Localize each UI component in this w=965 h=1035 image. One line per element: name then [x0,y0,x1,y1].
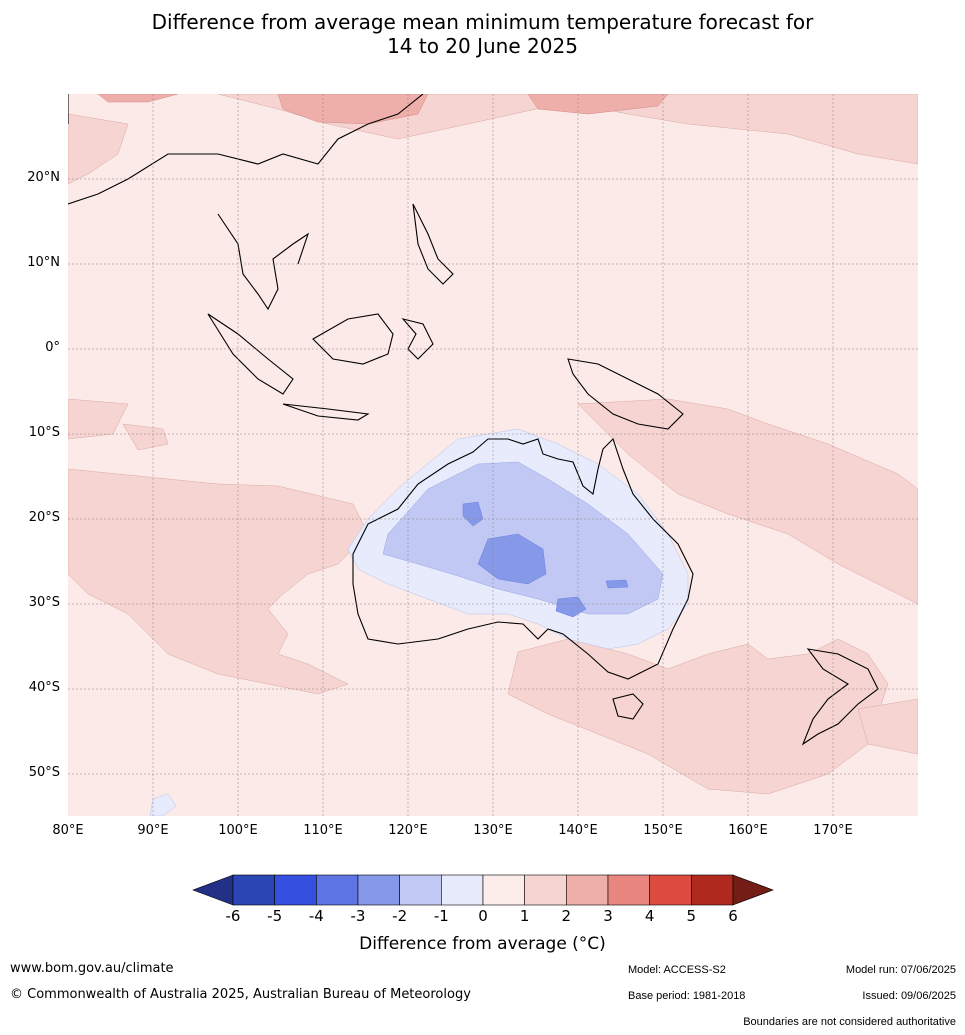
lon-label-130e: 130°E [473,823,513,838]
base-period: Base period: 1981-2018 [628,990,746,1002]
bom-url: www.bom.gov.au/climate [10,961,174,976]
new-guinea-coastline [567,358,684,430]
colorbar-segment [607,874,650,906]
lat-label-20s: 20°S [28,510,60,525]
boundaries-disclaimer: Boundaries are not considered authoritat… [743,1016,956,1028]
anomaly-region-minus3-to-minus2-south [555,596,587,618]
colorbar-segment [566,874,609,906]
lon-label-160e: 160°E [728,823,768,838]
java-coastline [282,403,370,421]
colorbar-tick-label: -4 [308,907,324,925]
colorbar-segment [399,874,442,906]
anomaly-region-minus3-to-minus2-east [605,579,629,589]
lon-label-80e: 80°E [52,823,84,838]
colorbar-segment [274,874,317,906]
colorbar-tick-label: -1 [433,907,449,925]
colorbar-extend-low [192,874,234,906]
lat-label-30s: 30°S [28,595,60,610]
lon-label-150e: 150°E [643,823,683,838]
lon-label-90e: 90°E [137,823,169,838]
anomaly-region-pacific-north [527,94,669,115]
colorbar-tick-label: 3 [603,907,613,925]
map-title-line1: Difference from average mean minimum tem… [151,10,814,34]
colorbar-segment [232,874,275,906]
colorbar-tick-label: -3 [350,907,366,925]
model-run-date: Model run: 07/06/2025 [845,964,956,976]
colorbar-segment [649,874,692,906]
colorbar-tick-label: 0 [478,907,488,925]
anomaly-region-minus3-to-minus2-pilbara [462,501,484,527]
lon-label-140e: 140°E [558,823,598,838]
anomaly-region-minus3-to-minus2-central [477,533,547,585]
new-zealand-coastline [801,648,879,746]
lat-label-10s: 10°S [28,425,60,440]
copyright-text: © Commonwealth of Australia 2025, Austra… [10,987,471,1002]
anomaly-region-tasman-east [857,698,918,755]
philippines-coastline [412,203,454,285]
lon-label-170e: 170°E [813,823,853,838]
colorbar-segment [357,874,400,906]
colorbar [192,874,774,906]
lon-label-110e: 110°E [303,823,343,838]
asia-mainland-coastline [68,94,424,205]
lon-label-100e: 100°E [218,823,258,838]
colorbar-extend-high [732,874,774,906]
anomaly-region-indian-patch [122,423,169,451]
map-canvas [68,94,918,816]
map-title: Difference from average mean minimum tem… [0,10,965,58]
borneo-coastline [312,313,394,365]
lat-label-10n: 10°N [27,255,60,270]
colorbar-tick-label: 1 [519,907,530,925]
map-panel [68,94,918,816]
anomaly-region-south-indian [68,468,369,695]
colorbar-tick-label: 4 [644,907,655,925]
anomaly-region-southern-ocean [507,638,889,795]
colorbar-tick-label: 2 [561,907,572,925]
lat-label-20n: 20°N [27,170,60,185]
lon-label-120e: 120°E [388,823,428,838]
colorbar-title: Difference from average (°C) [359,934,606,954]
colorbar-segment [482,874,525,906]
anomaly-region-southern-cool-patch [149,793,177,816]
colorbar-tick-label: -5 [267,907,283,925]
colorbar-tick-label: 6 [728,907,738,925]
lat-label-50s: 50°S [28,765,60,780]
colorbar-segment [316,874,359,906]
graticule [68,94,918,816]
colorbar-tick-label: -2 [392,907,408,925]
colorbar-segment [524,874,567,906]
issued-date: Issued: 09/06/2025 [862,990,956,1002]
lat-label-0: 0° [45,340,60,355]
model-name: Model: ACCESS-S2 [628,964,726,976]
tasmania-coastline [612,693,644,720]
sulawesi-coastline [401,318,434,360]
anomaly-regions-australia-cool [149,428,689,816]
colorbar-segment [441,874,484,906]
anomaly-region-tibet [97,94,179,103]
indochina-coastline [217,213,310,311]
sumatra-coastline [207,313,294,395]
colorbar-segment [691,874,734,906]
colorbar-tick-label: -6 [225,907,241,925]
colorbar-segments [192,874,774,906]
map-title-line2: 14 to 20 June 2025 [387,34,578,58]
lat-label-40s: 40°S [28,680,60,695]
colorbar-tick-label: 5 [686,907,697,925]
anomaly-region-bay-of-bengal [68,113,129,185]
